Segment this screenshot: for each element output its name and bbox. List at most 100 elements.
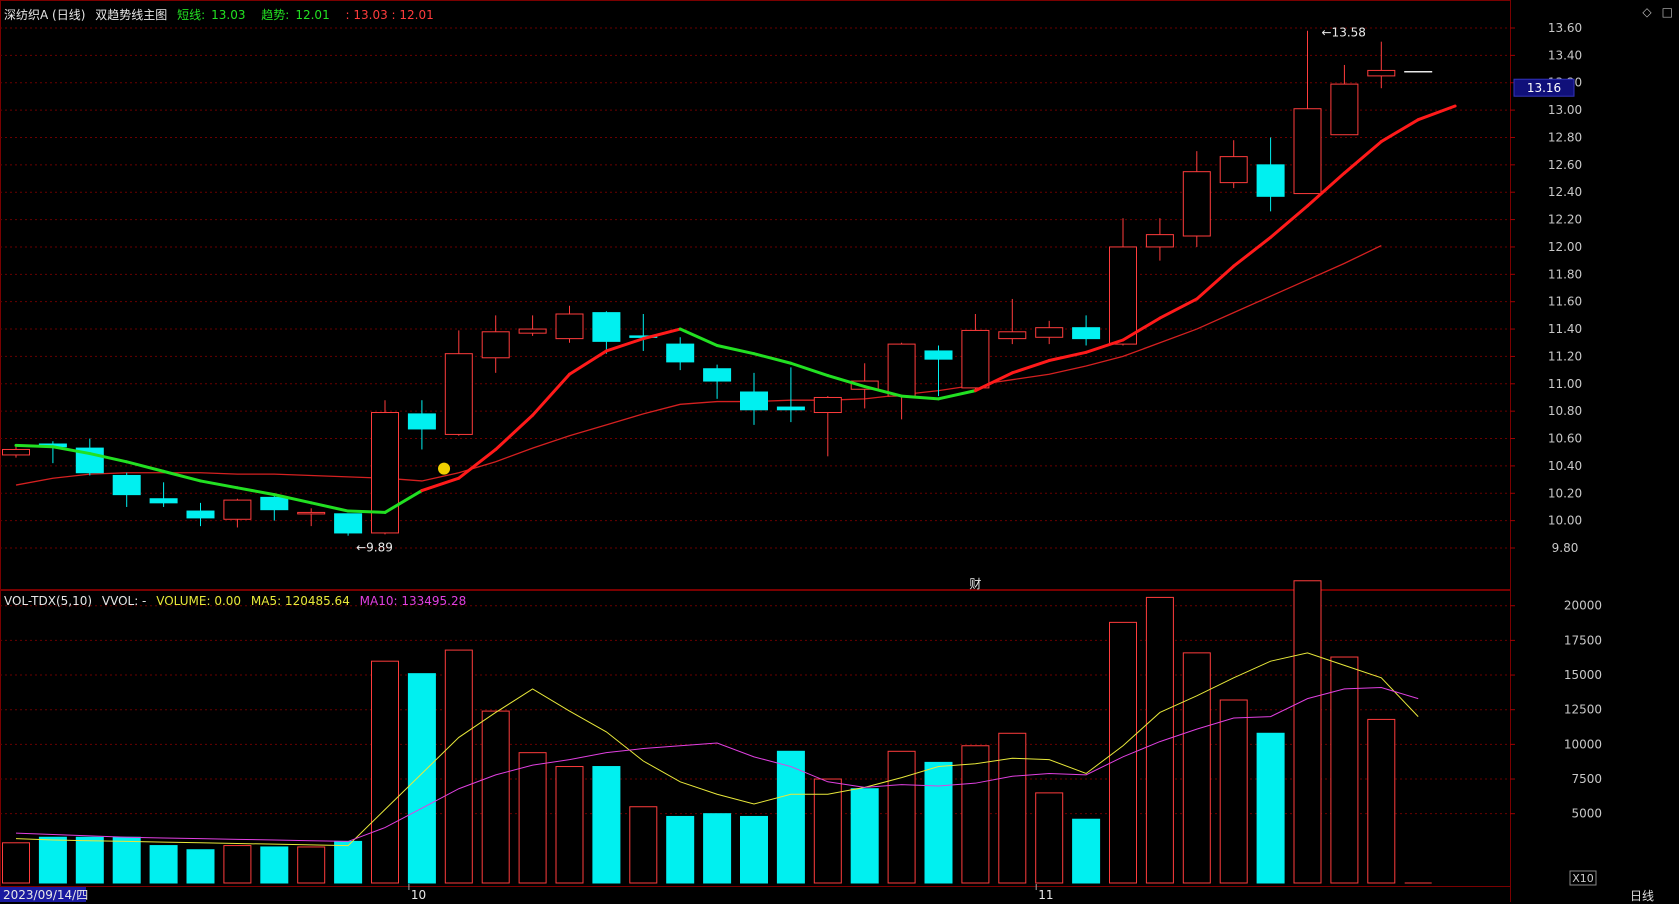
short-line-segment <box>1232 235 1273 268</box>
candle-up <box>371 412 399 534</box>
candle-up <box>481 331 510 359</box>
volume-bar-down <box>407 673 436 884</box>
candle-down <box>260 496 289 511</box>
vvol-value: VVOL: - <box>101 594 147 608</box>
short-line-segment <box>309 501 350 513</box>
candle-down <box>407 413 436 430</box>
low-price-annotation: ←9.89 <box>356 541 393 555</box>
volume-bar-up <box>813 778 842 884</box>
short-line-segment <box>1158 297 1199 320</box>
trend-label-text: 趋势: <box>261 8 290 22</box>
ma10-value: MA10: 133495.28 <box>359 594 467 608</box>
diamond-icon[interactable]: ◇ <box>1642 5 1652 19</box>
short-line-segment <box>531 372 571 417</box>
price-tick-label: 11.60 <box>1548 295 1582 309</box>
date-label-box <box>0 887 86 902</box>
volume-bar-down <box>1256 732 1285 884</box>
volume-bar-up <box>1219 699 1248 884</box>
volume-bar-up <box>1293 580 1322 884</box>
volume-bar-down <box>924 761 953 884</box>
volume-tick-label: 5000 <box>1571 807 1602 821</box>
volume-bar-up <box>297 846 326 884</box>
price-tick-label: 11.20 <box>1548 349 1582 363</box>
candle-up <box>887 343 916 397</box>
candle-down <box>149 498 178 504</box>
volume-bar-down <box>38 836 67 884</box>
short-line-segment <box>494 413 535 451</box>
volume-bar-up <box>555 766 584 884</box>
short-line-segment <box>235 486 276 497</box>
volume-bar-down <box>260 846 289 884</box>
trend-value: 12.01 <box>295 8 330 22</box>
short-line-segment <box>641 327 682 341</box>
candle-up <box>998 331 1027 340</box>
candle-down <box>666 343 695 363</box>
short-line-segment <box>457 447 498 480</box>
short-line-segment <box>1269 204 1309 239</box>
smiley-icon <box>438 462 451 475</box>
volume-bar-up <box>961 745 990 884</box>
scale-note-box <box>1569 870 1597 886</box>
short-line-segment <box>1121 316 1162 342</box>
volume-bar-up <box>518 752 547 884</box>
short-line-segment <box>1010 359 1051 375</box>
volume-bar-down <box>850 788 879 884</box>
volume-bar-up <box>223 845 252 884</box>
short-line-segment <box>604 337 645 353</box>
short-value: 13.03 <box>211 8 246 22</box>
short-line-segment <box>1342 140 1383 175</box>
price-tick-label: 9.80 <box>1552 541 1579 555</box>
price-tick-label: 11.00 <box>1548 377 1582 391</box>
volume-bar-down <box>186 849 215 884</box>
price-tick-label: 13.60 <box>1548 21 1582 35</box>
price-tick-label: 13.40 <box>1548 48 1582 62</box>
stock-name[interactable]: 深纺织A (日线) <box>4 8 86 22</box>
price-tick-label: 11.80 <box>1548 267 1582 281</box>
volume-bar-up <box>887 750 916 884</box>
short-line-segment <box>125 460 166 473</box>
price-tick-label: 13.00 <box>1548 103 1582 117</box>
candle-down <box>112 474 141 496</box>
short-line-segment <box>383 489 424 514</box>
candle-up <box>1219 156 1248 184</box>
x-axis-label: 11 <box>1038 888 1053 902</box>
volume-bar-up <box>998 732 1027 884</box>
ma5-line <box>15 652 1419 847</box>
candle-down <box>776 406 805 411</box>
candle-up <box>223 499 252 520</box>
volume-bar-up <box>481 710 510 884</box>
candle-down <box>1072 327 1101 340</box>
volume-bar-up <box>1035 792 1064 884</box>
vol-indicator-name[interactable]: VOL-TDX(5,10) <box>4 594 93 608</box>
price-tick-label: 10.60 <box>1548 432 1582 446</box>
candle-down <box>924 350 953 360</box>
candle-up <box>1109 246 1137 345</box>
indicator-name[interactable]: 双趋势线主图 <box>95 8 168 22</box>
period-label[interactable]: 日线 <box>1630 889 1655 903</box>
x-axis-label: 2023/09/14/四 <box>3 888 88 902</box>
scale-note: X10 <box>1572 872 1594 885</box>
short-line-segment <box>51 445 92 456</box>
volume-tick-label: 12500 <box>1564 703 1602 717</box>
candle-up <box>1182 171 1211 237</box>
volume-bar-down <box>334 840 363 884</box>
x-axis-label: 10 <box>411 888 426 902</box>
short-line-segment <box>1047 350 1088 363</box>
candle-down <box>334 513 363 534</box>
short-label-text: 短线: <box>177 8 206 22</box>
candle-up <box>444 353 473 435</box>
short-line-segment <box>1379 118 1420 144</box>
maximize-icon[interactable]: □ <box>1661 5 1673 19</box>
volume-bar-down <box>666 815 695 884</box>
price-panel-header: 深纺织A (日线) 双趋势线主图 短线: 13.03 趋势: 12.01 : 13.… <box>4 6 440 23</box>
price-tick-label: 12.20 <box>1548 213 1582 227</box>
price-tick-label: 10.40 <box>1548 459 1582 473</box>
volume-bar-up <box>1145 596 1174 884</box>
corner-icons: ◇ □ <box>1632 5 1673 19</box>
volume-bar-up <box>1182 652 1211 884</box>
volume-bar-up <box>2 842 30 884</box>
volume-bar-down <box>112 836 141 884</box>
price-tick-label: 10.00 <box>1548 514 1582 528</box>
candle-down <box>1256 164 1285 197</box>
current-price-label: 13.16 <box>1527 81 1561 95</box>
